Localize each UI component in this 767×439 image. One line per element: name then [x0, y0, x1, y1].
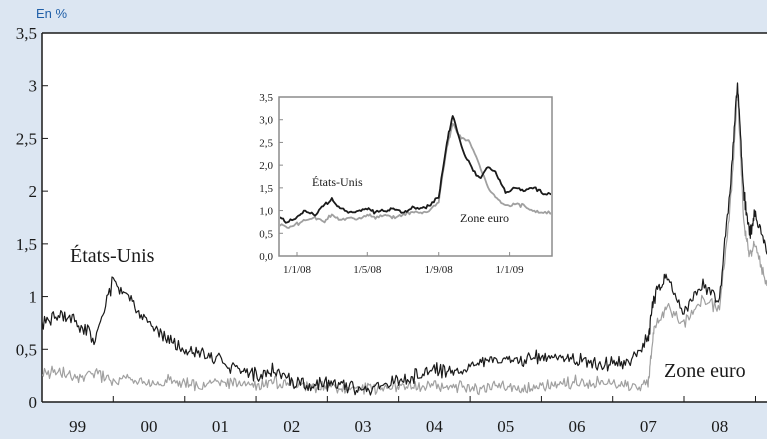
inset-x-tick-label: 1/1/09: [496, 264, 525, 276]
series-line-etats-unis: [42, 82, 767, 396]
inset-x-tick-label: 1/5/08: [353, 264, 382, 276]
x-tick-label: 99: [69, 417, 86, 436]
inset-x-tick-label: 1/1/08: [283, 264, 312, 276]
y-tick-label: 2,5: [16, 129, 37, 148]
x-tick-label: 05: [497, 417, 514, 436]
y-tick-label: 0: [29, 393, 38, 412]
x-tick-label: 00: [141, 417, 158, 436]
inset-y-tick-label: 0,5: [259, 228, 273, 240]
inset-y-tick-label: 1,0: [259, 206, 273, 218]
inset-y-tick-label: 3,5: [259, 92, 273, 104]
inset-x-tick-label: 1/9/08: [425, 264, 454, 276]
inset-annotation-etats-unis: États-Unis: [312, 175, 363, 189]
x-tick-label: 04: [426, 417, 444, 436]
x-tick-label: 02: [283, 417, 300, 436]
x-tick-label: 03: [354, 417, 371, 436]
annotation-etats-unis: États-Unis: [70, 244, 155, 267]
inset-annotation-zone-euro: Zone euro: [460, 211, 509, 225]
inset-series-line-zone-euro: [280, 122, 551, 229]
series-line-zone-euro: [42, 82, 767, 396]
x-tick-label: 01: [212, 417, 229, 436]
x-tick-label: 06: [569, 417, 586, 436]
inset-y-tick-label: 1,5: [259, 183, 273, 195]
y-tick-label: 2: [29, 182, 38, 201]
inset-y-tick-label: 0,0: [259, 251, 273, 263]
y-tick-label: 3: [29, 77, 38, 96]
x-tick-label: 07: [640, 417, 658, 436]
y-tick-label: 1,5: [16, 235, 37, 254]
inset-y-tick-label: 3,0: [259, 115, 273, 127]
unit-label: En %: [36, 6, 68, 21]
inset-y-tick-label: 2,0: [259, 160, 273, 172]
inset-series-line-etats-unis: [280, 115, 551, 224]
y-tick-label: 1: [29, 288, 38, 307]
x-tick-label: 08: [711, 417, 728, 436]
y-tick-label: 3,5: [16, 24, 37, 43]
y-tick-label: 0,5: [16, 340, 37, 359]
annotation-zone-euro: Zone euro: [664, 360, 746, 382]
inset-y-tick-label: 2,5: [259, 137, 273, 149]
inset-frame: [278, 96, 553, 257]
